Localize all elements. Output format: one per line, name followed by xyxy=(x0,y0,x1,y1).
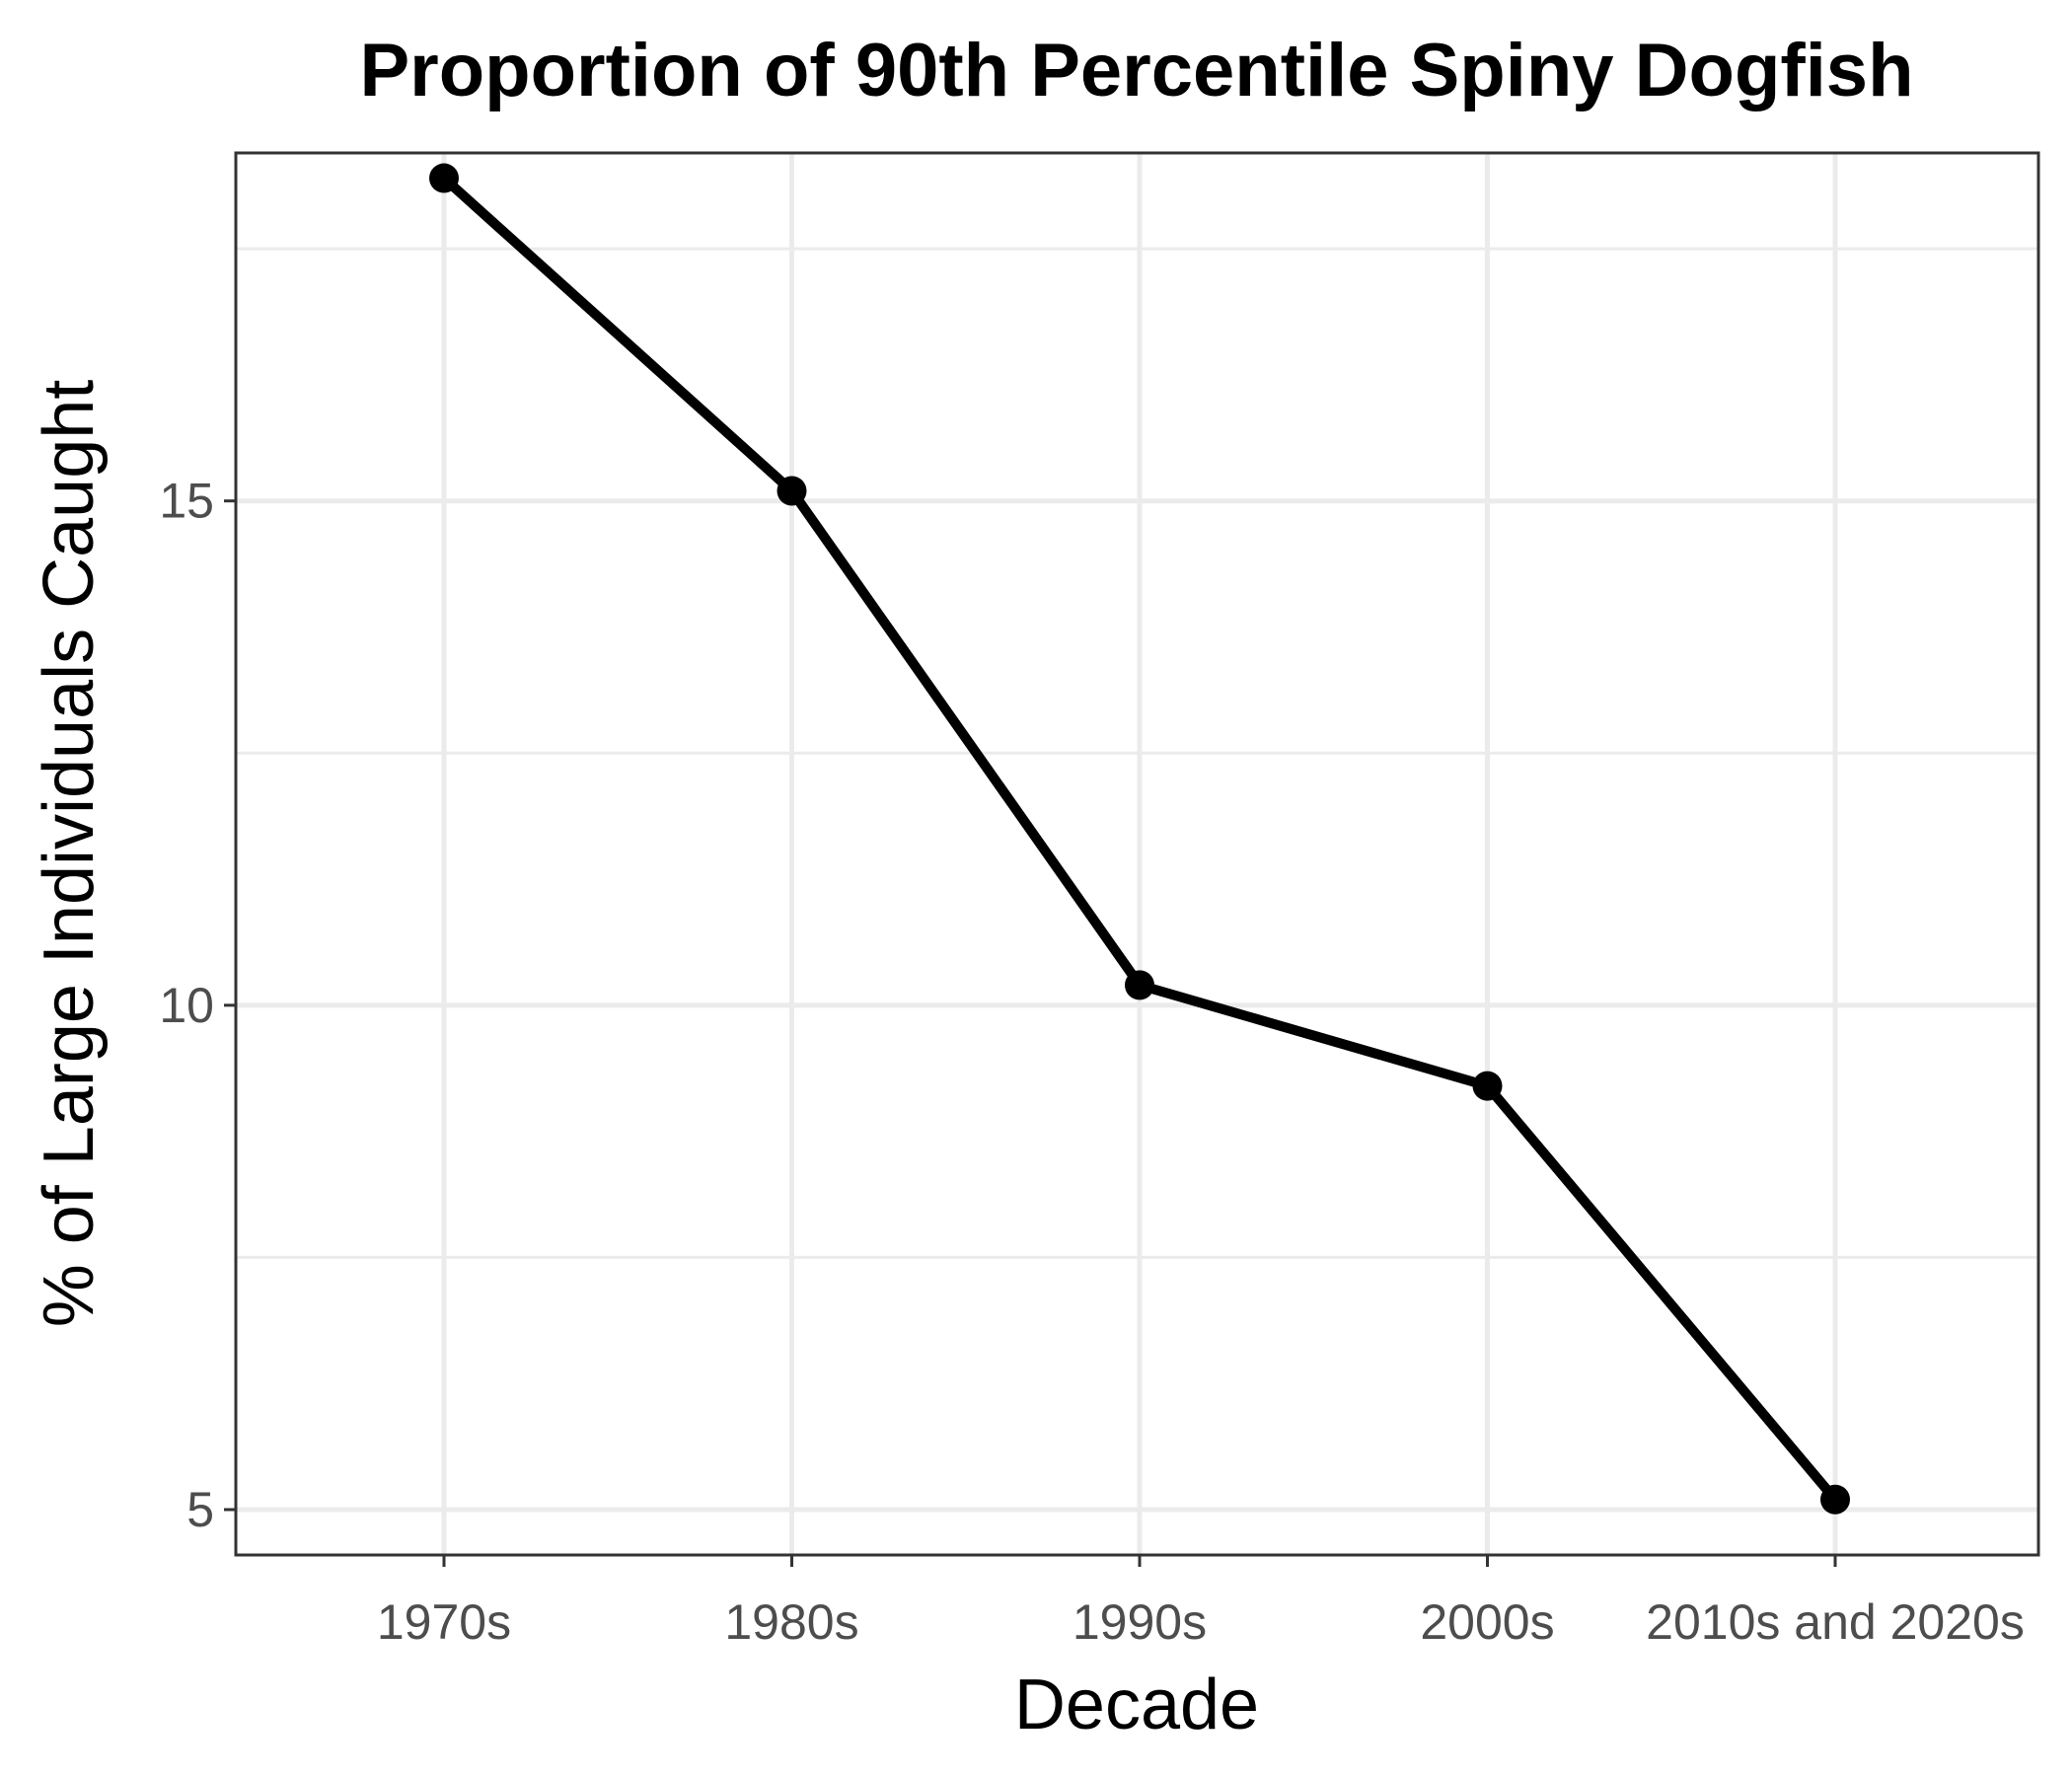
axis-layer: 5 10 15 1970s 1980s 1990s 2000s 2010s and 2020s xyxy=(159,474,2024,1650)
grid-layer xyxy=(236,153,2038,1555)
series-layer xyxy=(429,163,1850,1515)
data-point xyxy=(1820,1484,1850,1515)
plot-panel-border xyxy=(234,151,2040,1557)
data-point xyxy=(777,476,807,506)
x-tick-label: 1990s xyxy=(1073,1594,1207,1650)
data-point xyxy=(1125,970,1154,1000)
x-tick-label: 2000s xyxy=(1420,1594,1554,1650)
y-axis-title: % of Large Individuals Caught xyxy=(30,380,109,1328)
x-tick-label: 1980s xyxy=(724,1594,858,1650)
y-tick-label: 15 xyxy=(159,474,214,529)
y-tick-label: 10 xyxy=(159,978,214,1033)
data-point xyxy=(429,163,459,193)
chart-title: Proportion of 90th Percentile Spiny Dogf… xyxy=(359,29,1913,112)
x-axis-title: Decade xyxy=(1014,1665,1259,1744)
x-tick-label: 2010s and 2020s xyxy=(1646,1594,2025,1650)
data-point xyxy=(1472,1071,1503,1101)
y-tick-label: 5 xyxy=(186,1482,214,1537)
x-tick-label: 1970s xyxy=(377,1594,511,1650)
